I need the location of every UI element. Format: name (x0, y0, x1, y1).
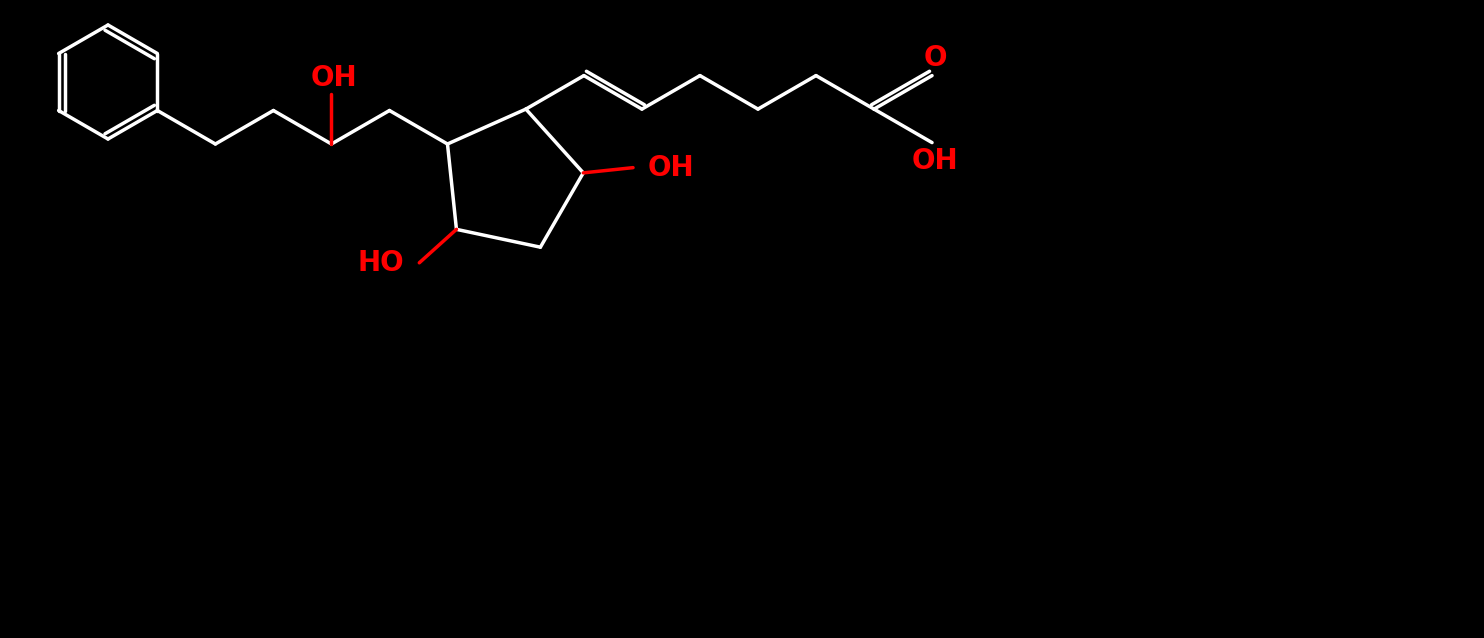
Text: O: O (923, 43, 947, 71)
Text: OH: OH (911, 147, 959, 175)
Text: HO: HO (358, 249, 404, 277)
Text: OH: OH (649, 154, 695, 182)
Text: OH: OH (312, 64, 358, 92)
